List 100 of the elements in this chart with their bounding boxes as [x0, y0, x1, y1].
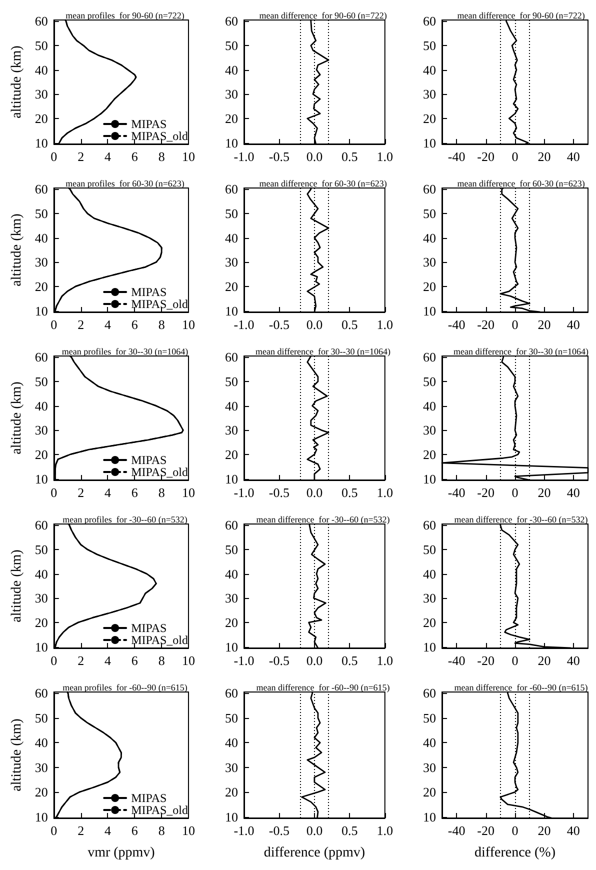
y-tick-label: 10 — [423, 471, 436, 486]
chart-title: mean difference for 30--30 (n=1064) — [453, 346, 589, 356]
y-tick-label: 30 — [225, 760, 238, 775]
y-tick-label: 40 — [34, 566, 48, 582]
y-tick-label: 40 — [423, 398, 436, 414]
x-axis-title: vmr (ppmv) — [88, 846, 156, 860]
y-tick-label: 60 — [225, 686, 238, 701]
y-tick-label: 40 — [225, 735, 238, 750]
y-tick-label: 30 — [34, 422, 48, 438]
x-tick-label: 0.0 — [306, 149, 323, 164]
y-tick-label: 30 — [34, 590, 48, 606]
y-tick-label: 50 — [423, 374, 436, 390]
x-tick-label: 6 — [131, 149, 138, 164]
y-axis-title: altitude (km) — [10, 381, 24, 454]
x-tick-label: -40 — [448, 149, 466, 164]
y-tick-label: 10 — [34, 639, 48, 654]
x-tick-label: -1.0 — [234, 149, 254, 164]
x-tick-label: 8 — [158, 149, 165, 164]
x-tick-label: -1.0 — [234, 317, 254, 332]
x-tick-label: 1.0 — [376, 317, 393, 332]
x-tick-label: -1.0 — [234, 653, 254, 668]
x-tick-label: 0.5 — [342, 485, 358, 500]
y-tick-label: 40 — [34, 398, 48, 414]
x-tick-label: 0 — [512, 485, 518, 500]
x-tick-label: -0.5 — [268, 149, 290, 164]
x-tick-label: 10 — [182, 485, 195, 500]
legend-label: MIPAS — [131, 453, 167, 467]
x-tick-label: 1.0 — [376, 823, 393, 838]
x-tick-label: 10 — [182, 149, 195, 164]
legend-label: MIPAS — [131, 117, 167, 131]
x-tick-label: -20 — [477, 485, 494, 500]
y-tick-label: 60 — [34, 14, 48, 29]
y-tick-label: 20 — [423, 784, 436, 800]
x-tick-label: 40 — [566, 653, 580, 668]
x-tick-label: 0.5 — [342, 653, 358, 668]
y-tick-label: 20 — [225, 446, 238, 462]
y-tick-label: 50 — [225, 374, 238, 390]
y-tick-label: 10 — [34, 303, 48, 318]
x-tick-label: 40 — [566, 149, 580, 164]
y-tick-label: 30 — [225, 86, 238, 102]
x-tick-label: 0 — [50, 149, 58, 164]
x-tick-label: -20 — [477, 149, 494, 164]
x-tick-label: 40 — [566, 317, 580, 332]
legend-label: MIPAS_old — [131, 129, 188, 143]
y-axis-title: altitude (km) — [10, 718, 24, 792]
x-tick-label: 1.0 — [376, 485, 393, 500]
x-tick-label: 10 — [182, 653, 195, 668]
y-tick-label: 60 — [34, 518, 48, 533]
y-tick-label: 60 — [225, 518, 238, 533]
x-tick-label: 4 — [104, 823, 112, 838]
x-tick-label: 0.5 — [342, 823, 358, 838]
x-tick-label: 0 — [512, 317, 518, 332]
y-tick-label: 10 — [225, 135, 238, 150]
y-tick-label: 20 — [225, 278, 238, 294]
x-tick-label: 40 — [566, 823, 580, 838]
x-tick-label: 0 — [50, 653, 58, 668]
x-tick-label: 20 — [538, 823, 551, 838]
x-tick-label: 0 — [512, 149, 518, 164]
y-tick-label: 30 — [423, 86, 436, 102]
chart-title: mean profiles for -30--60 (n=532) — [62, 514, 188, 524]
y-tick-label: 30 — [423, 760, 436, 775]
y-tick-label: 60 — [423, 518, 436, 533]
y-tick-label: 20 — [423, 614, 436, 630]
y-tick-label: 60 — [225, 182, 238, 197]
y-tick-label: 20 — [225, 614, 238, 630]
y-tick-label: 60 — [34, 182, 48, 197]
y-tick-label: 30 — [423, 254, 436, 270]
chart-title: mean profiles for 30--30 (n=1064) — [62, 346, 188, 356]
legend-label: MIPAS — [131, 791, 167, 805]
legend-label: MIPAS_old — [131, 803, 188, 817]
x-tick-label: 2 — [78, 317, 84, 332]
x-tick-label: 20 — [538, 149, 551, 164]
x-tick-label: 0 — [50, 823, 58, 838]
x-tick-label: 6 — [131, 317, 138, 332]
y-tick-label: 10 — [225, 471, 238, 486]
x-tick-label: 0 — [512, 823, 518, 838]
y-tick-label: 40 — [225, 62, 238, 78]
x-tick-label: 8 — [158, 317, 165, 332]
chart-title: mean profiles for 90-60 (n=722) — [66, 10, 184, 20]
x-tick-label: 4 — [104, 653, 112, 668]
x-tick-label: -0.5 — [268, 823, 290, 838]
y-tick-label: 20 — [423, 278, 436, 294]
y-tick-label: 20 — [423, 110, 436, 126]
x-tick-label: 0 — [50, 317, 58, 332]
y-tick-label: 40 — [423, 230, 436, 246]
y-tick-label: 20 — [34, 446, 48, 462]
x-tick-label: 6 — [131, 653, 138, 668]
y-tick-label: 50 — [225, 542, 238, 558]
y-tick-label: 50 — [423, 542, 436, 558]
y-tick-label: 30 — [34, 254, 48, 270]
chart-title: mean difference for -30--60 (n=532) — [256, 514, 390, 524]
y-tick-label: 40 — [225, 398, 238, 414]
x-tick-label: 2 — [78, 823, 84, 838]
y-tick-label: 20 — [423, 446, 436, 462]
legend-label: MIPAS — [131, 621, 167, 635]
y-tick-label: 50 — [423, 38, 436, 54]
x-tick-label: 4 — [104, 485, 112, 500]
y-tick-label: 60 — [34, 350, 48, 365]
x-tick-label: 8 — [158, 823, 165, 838]
y-tick-label: 30 — [34, 86, 48, 102]
